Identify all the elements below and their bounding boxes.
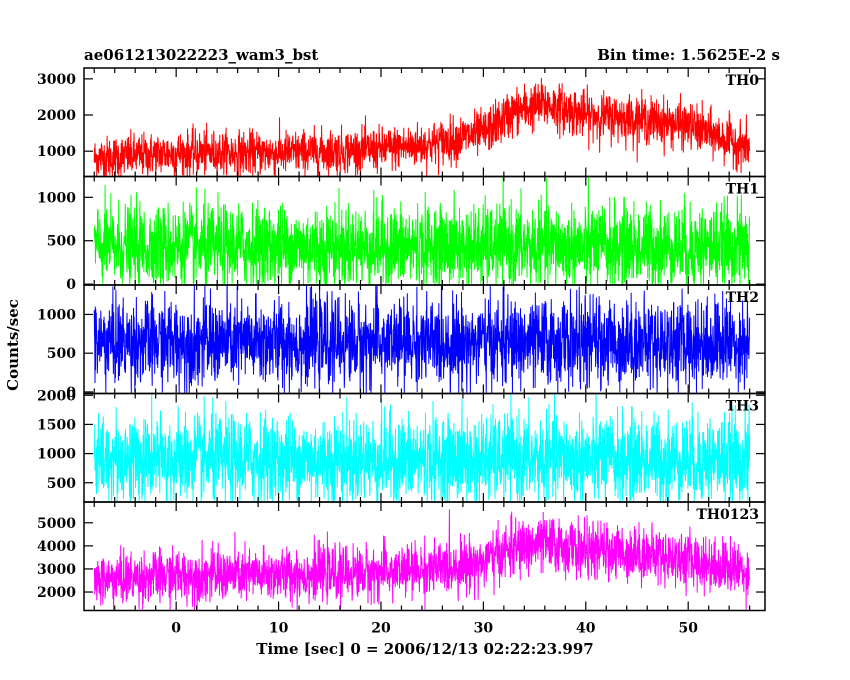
y-tick-label: 4000: [37, 539, 76, 555]
series-line-th1: [93, 176, 751, 285]
series-line-th3: [93, 393, 751, 502]
y-tick-label: 3000: [37, 72, 76, 88]
y-tick-label: 1000: [37, 307, 76, 323]
panel-label-th2: TH2: [726, 290, 759, 306]
y-tick-label: 1000: [37, 190, 76, 206]
y-tick-label: 500: [47, 476, 76, 492]
x-tick-label: 20: [371, 621, 391, 637]
panel-label-th3: TH3: [726, 399, 759, 415]
series-line-th0: [93, 77, 751, 177]
chart-title-right: Bin time: 1.5625E-2 s: [597, 46, 780, 64]
x-tick-label: 10: [269, 621, 289, 637]
x-tick-label: 30: [474, 621, 494, 637]
y-tick-label: 5000: [37, 516, 76, 532]
series-line-th2: [93, 285, 751, 394]
panel-label-th1: TH1: [726, 182, 759, 198]
x-tick-label: 50: [678, 621, 698, 637]
y-axis-label: Counts/sec: [4, 299, 22, 391]
y-tick-label: 0: [66, 385, 76, 401]
panel-frame-th0123: [83, 501, 766, 612]
x-tick-label: 40: [576, 621, 596, 637]
x-axis-label: Time [sec] 0 = 2006/12/13 02:22:23.997: [256, 640, 593, 658]
y-tick-label: 2000: [37, 108, 76, 124]
panel-label-th0123: TH0123: [696, 507, 759, 523]
y-tick-label: 1500: [37, 417, 76, 433]
y-tick-label: 3000: [37, 562, 76, 578]
y-tick-label: 500: [47, 234, 76, 250]
series-line-th0123: [93, 509, 751, 611]
x-tick-label: 0: [171, 621, 181, 637]
y-tick-label: 1000: [37, 144, 76, 160]
y-tick-label: 2000: [37, 585, 76, 601]
y-tick-label: 0: [66, 277, 76, 293]
panel-label-th0: TH0: [726, 73, 760, 89]
y-tick-label: 500: [47, 346, 76, 362]
y-tick-label: 2000: [37, 388, 76, 404]
y-tick-label: 1000: [37, 447, 76, 463]
chart-title-left: ae061213022223_wam3_bst: [84, 46, 318, 64]
